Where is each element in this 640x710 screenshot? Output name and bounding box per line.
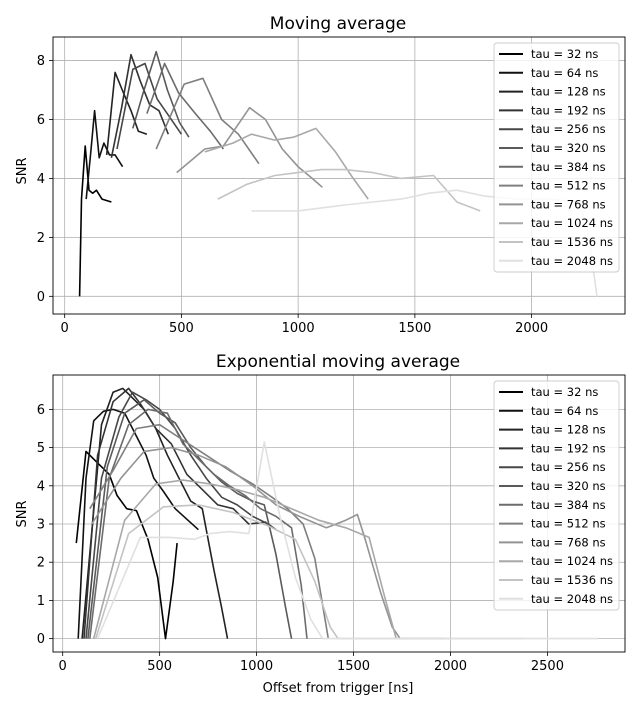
y-tick-label: 6 [37,403,45,418]
y-tick-label: 0 [37,290,45,305]
legend-label: tau = 1024 ns [531,554,613,568]
legend-label: tau = 128 ns [531,85,606,99]
legend-box [493,380,620,611]
legend-label: tau = 1536 ns [531,235,613,249]
x-tick-label: 2000 [434,659,467,674]
y-tick-label: 4 [37,479,45,494]
legend-label: tau = 256 ns [531,460,606,474]
y-tick-label: 6 [37,113,45,128]
legend-label: tau = 512 ns [531,179,606,193]
series-line [176,106,323,188]
moving-average-chart: Moving average SNR 0 500 1000 1500 2000 0 2 4 6 8… [15,14,626,336]
series-line [89,408,308,639]
legend-label: tau = 64 ns [531,66,598,80]
series-line [85,109,124,200]
x-tick-label: 1500 [337,659,370,674]
x-tick-label: 0 [59,659,67,674]
y-axis-label: SNR [15,157,30,184]
legend-label: tau = 320 ns [531,141,606,155]
legend-box [493,42,620,273]
legend-label: tau = 768 ns [531,197,606,211]
series-line [96,441,598,640]
exponential-moving-average-chart: Exponential moving average SNR Offset fr… [15,352,626,696]
x-tick-label: 500 [147,659,172,674]
y-tick-label: 8 [37,54,45,69]
legend-label: tau = 128 ns [531,423,606,437]
series-line [91,446,401,640]
x-tick-label: 0 [61,321,69,336]
series-line [110,53,170,158]
x-tick-label: 500 [169,321,194,336]
x-axis-label: Offset from trigger [ns] [263,681,414,696]
plot-frame [52,374,626,653]
x-tick-label: 1000 [240,659,273,674]
y-tick-label: 3 [37,518,45,533]
plot-frame [52,36,626,315]
series-line [116,62,183,150]
legend-label: tau = 192 ns [531,441,606,455]
legend-label: tau = 384 ns [531,160,606,174]
legend-label: tau = 320 ns [531,479,606,493]
series-line [85,391,277,639]
legend-label: tau = 1536 ns [531,573,613,587]
y-tick-label: 2 [37,556,45,571]
series-line [87,398,293,639]
x-tick-label: 1000 [282,321,315,336]
legend-label: tau = 512 ns [531,517,606,531]
y-tick-label: 5 [37,441,45,456]
chart-title: Exponential moving average [216,352,460,372]
chart-title: Moving average [270,14,406,34]
series-line [105,71,148,155]
series-line [78,145,112,297]
legend-label: tau = 1024 ns [531,216,613,230]
series-line [204,127,369,200]
legend-label: tau = 768 ns [531,535,606,549]
x-tick-label: 1500 [398,321,431,336]
series-line [75,450,178,640]
legend-label: tau = 2048 ns [531,592,613,606]
legend-label: tau = 256 ns [531,122,606,136]
series-line [77,408,199,639]
series-line [146,62,225,150]
series-line [217,168,481,212]
legend-label: tau = 32 ns [531,385,598,399]
x-tick-label: 2500 [531,659,564,674]
series-line [83,387,267,639]
legend-label: tau = 2048 ns [531,254,613,268]
legend-label: tau = 64 ns [531,404,598,418]
series-line [92,479,443,640]
y-tick-label: 1 [37,594,45,609]
legend-label: tau = 32 ns [531,47,598,61]
y-tick-label: 2 [37,231,45,246]
y-tick-label: 0 [37,632,45,647]
y-tick-label: 4 [37,172,45,187]
legend-label: tau = 384 ns [531,498,606,512]
y-axis-label: SNR [15,500,30,527]
legend-label: tau = 192 ns [531,103,606,117]
x-tick-label: 2000 [515,321,548,336]
